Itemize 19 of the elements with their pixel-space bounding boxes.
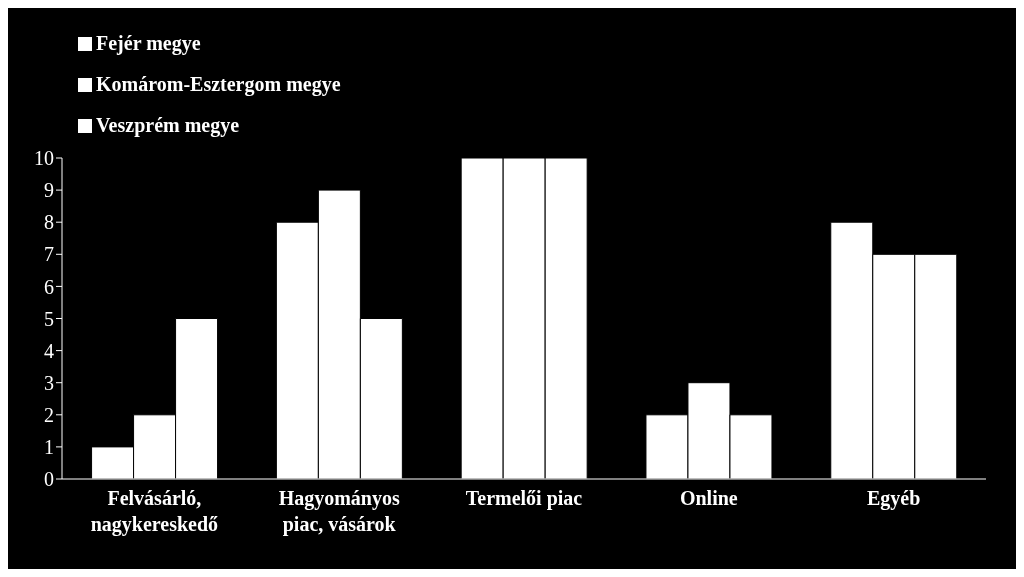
x-tick-label: Online: [679, 487, 738, 509]
x-tick-label: Termelői piac: [465, 487, 583, 510]
y-tick-label: 8: [44, 211, 54, 234]
legend-label: Fejér megye: [96, 32, 201, 55]
y-tick-label: 2: [44, 403, 54, 426]
x-tick-label: Egyéb: [866, 487, 921, 510]
y-tick-label: 10: [34, 147, 54, 170]
y-tick-label: 3: [44, 371, 54, 394]
y-tick-label: 9: [44, 179, 54, 202]
x-tick-label: Felvásárló, nagykereskedő: [90, 487, 219, 536]
y-tick-label: 0: [44, 468, 54, 491]
y-tick-label: 1: [44, 436, 54, 458]
y-tick-label: 5: [44, 307, 54, 330]
x-tick-label: Hagyományos piac, vásárok: [278, 487, 400, 536]
legend-label: Veszprém megye: [96, 114, 240, 137]
y-tick-label: 7: [44, 243, 54, 266]
y-tick-label: 4: [44, 339, 54, 362]
y-tick-label: 6: [44, 275, 54, 298]
legend-label: Komárom-Esztergom megye: [96, 73, 341, 96]
